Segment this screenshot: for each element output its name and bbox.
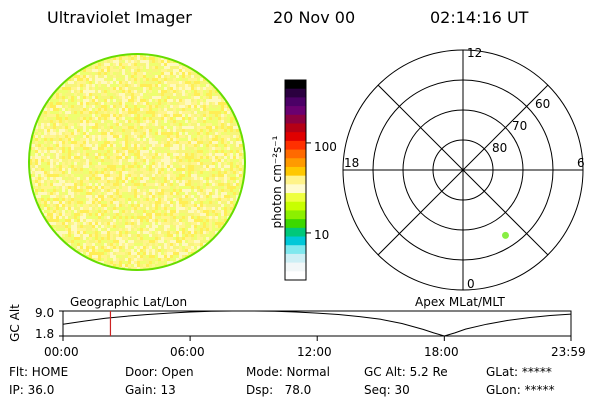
status-gc-alt: GC Alt: 5.2 Re [364,365,448,379]
status-seq: Seq: 30 [364,383,410,397]
orbit-ytick-max: 9.0 [35,306,55,320]
orbit-xtick-1800: 18:00 [424,345,459,359]
orbit-title-right: Apex MLat/MLT [415,295,505,309]
colorbar-tick-100: 100 [314,140,337,154]
orbit-ylabel: GC Alt [8,304,22,342]
auroral-spot [502,231,509,239]
time-label: 02:14:16 UT [430,8,529,27]
orbit-xtick-0600: 06:00 [170,345,205,359]
status-dsp: Dsp: 78.0 [246,383,312,397]
status-ip: IP: 36.0 [9,383,55,397]
orbit-plot [59,310,572,341]
orbit-xtick-0000: 00:00 [44,345,79,359]
polar-lat-label-80: 80 [492,141,508,155]
date-label: 20 Nov 00 [273,8,356,27]
polar-lat-label-70: 70 [512,119,528,133]
status-mode: Mode: Normal [246,365,330,379]
orbit-altitude-line [62,310,572,337]
orbit-ytick-min: 1.8 [35,327,55,341]
uv-image-disk [28,53,246,271]
polar-grid [342,49,584,291]
status-glon: GLon: ***** [486,383,555,397]
polar-mlt-label-6: 6 [577,156,585,170]
status-glat: GLat: ***** [486,365,552,379]
polar-lat-label-60: 60 [535,97,551,111]
polar-mlt-label-0: 0 [467,277,475,291]
disk-limb [28,53,246,271]
polar-mlt-label-12: 12 [467,46,483,60]
status-gain: Gain: 13 [125,383,176,397]
instrument-title: Ultraviolet Imager [47,8,192,27]
polar-meridian-diag-2 [377,84,549,256]
orbit-xtick-1200: 12:00 [297,345,332,359]
polar-mlt-label-18: 18 [344,156,360,170]
colorbar [284,79,311,281]
colorbar-unit-label: photon cm⁻²s⁻¹ [270,135,284,229]
orbit-title-left: Geographic Lat/Lon [70,295,188,309]
status-door: Door: Open [125,365,194,379]
status-filter: Flt: HOME [9,365,69,379]
colorbar-tick-10: 10 [314,228,330,242]
orbit-xtick-2359: 23:59 [551,345,586,359]
